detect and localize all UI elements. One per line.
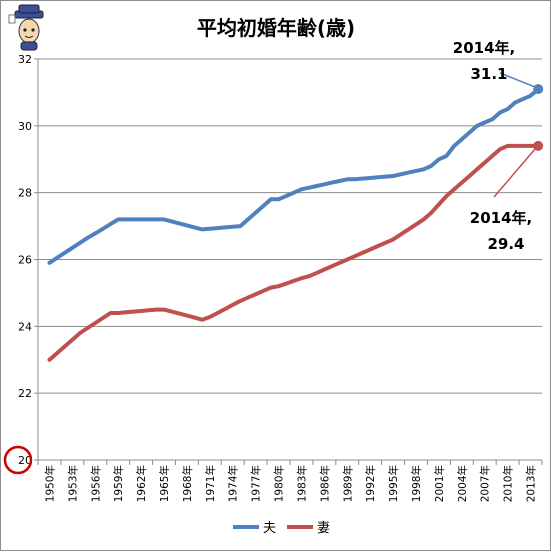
y-tick-label: 22: [18, 387, 32, 400]
x-tick-label: 1992年: [364, 465, 377, 502]
x-tick-label: 1980年: [273, 465, 286, 502]
annotation-label-year: 2014年,: [470, 209, 532, 227]
mascot-icon: [8, 4, 44, 51]
x-tick-label: 1974年: [227, 465, 240, 502]
annotation-label-year: 2014年,: [453, 39, 515, 57]
x-tick-label: 1971年: [204, 465, 217, 502]
x-tick-label: 1950年: [43, 465, 56, 502]
x-tick-label: 2007年: [479, 465, 492, 502]
y-tick-label: 26: [18, 254, 32, 267]
highlight-circle-20: [3, 445, 33, 475]
x-tick-label: 2004年: [456, 465, 469, 502]
annotation-label-value: 31.1: [470, 65, 507, 83]
x-tick-label: 1968年: [181, 465, 194, 502]
y-tick-label: 30: [18, 120, 32, 133]
series-line-husband: [47, 87, 541, 265]
annotation-leader-line: [499, 72, 536, 88]
x-tick-label: 2001年: [433, 465, 446, 502]
legend-label: 妻: [317, 521, 330, 536]
legend-label: 夫: [263, 521, 276, 536]
annotation-leader-line: [493, 148, 536, 198]
x-tick-label: 1959年: [112, 465, 125, 502]
legend: 夫妻: [233, 521, 330, 536]
annotation-label-value: 29.4: [487, 235, 524, 253]
y-tick-label: 24: [18, 320, 32, 333]
y-tick-label: 20: [18, 454, 32, 467]
x-tick-label: 1962年: [135, 465, 148, 502]
series-lines: [47, 84, 544, 362]
chart-title: 平均初婚年齢(歳): [197, 16, 355, 40]
annotations: 2014年, 31.1 2014年, 29.4: [453, 39, 536, 253]
gridlines: [38, 58, 542, 394]
x-tick-label: 1953年: [66, 465, 79, 502]
endpoint-marker: [533, 84, 544, 95]
x-tick-label: 1965年: [158, 465, 171, 502]
series-line-wife: [47, 143, 541, 362]
endpoint-marker: [533, 140, 544, 151]
x-tick-label: 2010年: [502, 465, 515, 502]
x-tick-label: 1977年: [250, 465, 263, 502]
x-tick-label: 2013年: [525, 465, 538, 502]
y-tick-label: 28: [18, 187, 32, 200]
x-tick-label: 1986年: [318, 465, 331, 502]
x-tick-label: 1995年: [387, 465, 400, 502]
x-tick-label: 1989年: [341, 465, 354, 502]
x-tick-label: 1998年: [410, 465, 423, 502]
x-axis: 1950年 1953年 1956年 1959年 1962年 1965年 1968年 1971年…: [37, 459, 543, 502]
x-tick-label: 1956年: [89, 465, 102, 502]
y-axis: 20 22 24 26 28 30 32: [18, 53, 39, 467]
x-tick-label: 1983年: [295, 465, 308, 502]
y-tick-label: 32: [18, 53, 32, 66]
